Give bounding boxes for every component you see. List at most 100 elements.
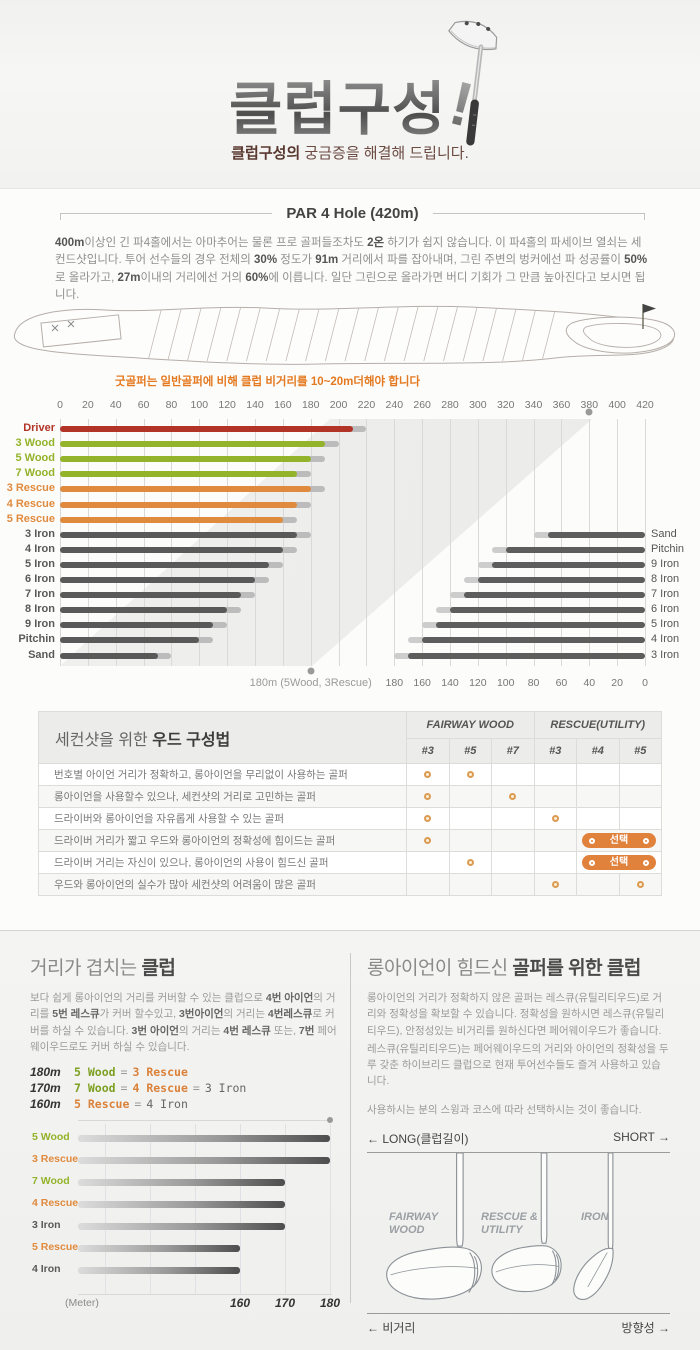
direction-label: 방향성 → (621, 1320, 670, 1335)
circle-icon (589, 837, 595, 844)
axis-tick-label: 60 (137, 399, 150, 411)
axis-tick-label: 40 (109, 399, 122, 411)
fairway-wood-label: FAIRWAY WOOD (389, 1210, 438, 1236)
club-label: 3 Wood (15, 437, 55, 450)
club-label-right: 7 Iron (651, 588, 680, 601)
right-axis-tick-label: 0 (642, 677, 648, 689)
right-bar-4-iron (422, 637, 645, 644)
circle-icon (589, 859, 595, 866)
par4-section: PAR 4 Hole (420m) 400m이상인 긴 파4홀에서는 아마추어는… (0, 188, 700, 930)
gridline (477, 419, 479, 666)
gridline (394, 419, 396, 666)
tee-markers (51, 320, 75, 332)
recommended-circle-icon (424, 815, 432, 823)
axis-tick-label: 160 (274, 399, 292, 411)
bar-3-rescue (60, 486, 311, 493)
club-label-right: Pitchin (651, 542, 685, 555)
axis-tick-label: 400 (608, 399, 626, 411)
club-label: 3 Rescue (6, 482, 55, 495)
long-label: ← LONG(클럽길이) (367, 1131, 469, 1146)
axis-tick-label: 100 (190, 399, 209, 411)
heading-rule-right (432, 213, 646, 220)
bar-8-iron (60, 607, 228, 614)
right-axis-tick-label: 140 (441, 677, 459, 689)
club-label: 3 Rescue (32, 1153, 79, 1166)
bar-6-iron (60, 577, 255, 583)
golfer-type-label: 드라이버 거리는 자신이 있으나, 롱아이언의 사용이 힘드신 골퍼 (38, 851, 407, 874)
bar-3-wood (60, 441, 325, 448)
club-label: 4 Iron (25, 542, 55, 555)
bar-7-wood (60, 471, 297, 478)
gridline (561, 419, 563, 666)
golfer-type-label: 드라이버와 롱아이언을 자유롭게 사용할 수 있는 골퍼 (38, 807, 407, 830)
table-row: 드라이버 거리는 자신이 있으나, 롱아이언의 사용이 힘드신 골퍼 선택 (38, 851, 662, 874)
table-row: 드라이버와 롱아이언을 자유롭게 사용할 수 있는 골퍼 (38, 807, 662, 830)
page-subtitle: 클럽구성의 궁금증을 해결해 드립니다. (231, 145, 469, 162)
gridline (60, 419, 61, 666)
club-name: 5 Wood (74, 1065, 116, 1080)
club-label: 5 Rescue (32, 1241, 79, 1254)
club-label: 9 Iron (25, 618, 55, 631)
par4-paragraph: 400m이상인 긴 파4홀에서는 아마추어는 물론 프로 골퍼들조차도 2온 하… (55, 237, 648, 301)
mark-cell (618, 807, 662, 830)
gridline (195, 1124, 196, 1295)
right-bar-8-iron (477, 577, 645, 583)
circle-icon (643, 859, 649, 866)
recommended-circle-icon (551, 815, 559, 823)
bar-5-iron (60, 561, 269, 568)
circle-icon (643, 837, 649, 844)
mark-cell (618, 873, 662, 896)
gridline (330, 1124, 331, 1295)
gridline (115, 419, 117, 666)
club-label: 4 Rescue (32, 1197, 79, 1210)
distance-value: 180m (30, 1065, 61, 1080)
tee-box (40, 314, 122, 348)
bar-driver (60, 426, 353, 432)
mark-cell (448, 829, 492, 852)
mark-cell (406, 785, 450, 808)
bar-5-wood (78, 1135, 330, 1143)
gridline (533, 419, 535, 666)
recommended-circle-icon (424, 771, 432, 779)
column-divider (350, 953, 351, 1303)
mark-cell (618, 763, 662, 786)
axis-tick-label: 320 (496, 399, 515, 411)
marker-dot-bottom (307, 667, 315, 675)
axis-tick-label: 140 (246, 399, 264, 411)
gridline (338, 419, 340, 666)
chart-top-border (78, 1120, 332, 1122)
column-header: #7 (491, 738, 535, 764)
axis-tick-label: 300 (469, 399, 487, 411)
chart-bottom-label: 180m (5Wood, 3Rescue) (249, 677, 372, 689)
right-bar-sand (547, 531, 645, 538)
mark-cell (448, 785, 492, 808)
mark-cell (491, 873, 535, 896)
bar-3-iron (60, 531, 297, 538)
bar-4-rescue (78, 1201, 285, 1209)
bar-4-rescue (60, 501, 297, 508)
mark-cell (448, 807, 492, 830)
rescue-paragraph-3: 사용하시는 분의 스윙과 코스에 따라 선택하시는 것이 좋습니다. (367, 1103, 642, 1116)
club-heads-illustration: FAIRWAY WOOD RESCUE & UTILITY IRON (367, 1152, 670, 1313)
club-label-right: 9 Iron (651, 557, 680, 570)
axis-tick-label: 160 (229, 1296, 251, 1311)
equivalence-row: 160m 5 Rescue = 4 Iron (30, 1097, 188, 1112)
page-title: 클럽구성! (229, 69, 480, 142)
recommended-circle-icon (424, 793, 432, 801)
axis-tick-label: 420 (636, 399, 654, 411)
axis-tick-label: 260 (413, 399, 431, 411)
club-label: 3 Iron (32, 1219, 61, 1232)
bar-7-wood (78, 1179, 285, 1187)
choice-cell: 선택 (576, 829, 662, 852)
club-label: Sand (28, 648, 55, 661)
club-label-right: 5 Iron (651, 618, 680, 631)
mark-cell (406, 851, 450, 874)
recommended-circle-icon (636, 881, 644, 889)
mark-cell (448, 851, 492, 874)
exclamation-mark: ! (443, 68, 481, 141)
gridline (366, 419, 368, 666)
club-length-diagram: ← LONG(클럽길이) SHORT → FAIRWAY WOOD RESCUE… (367, 1130, 670, 1336)
right-axis-tick-label: 180 (385, 677, 404, 689)
club-label-right: 6 Iron (651, 603, 680, 616)
iron-label: IRON (581, 1210, 609, 1223)
